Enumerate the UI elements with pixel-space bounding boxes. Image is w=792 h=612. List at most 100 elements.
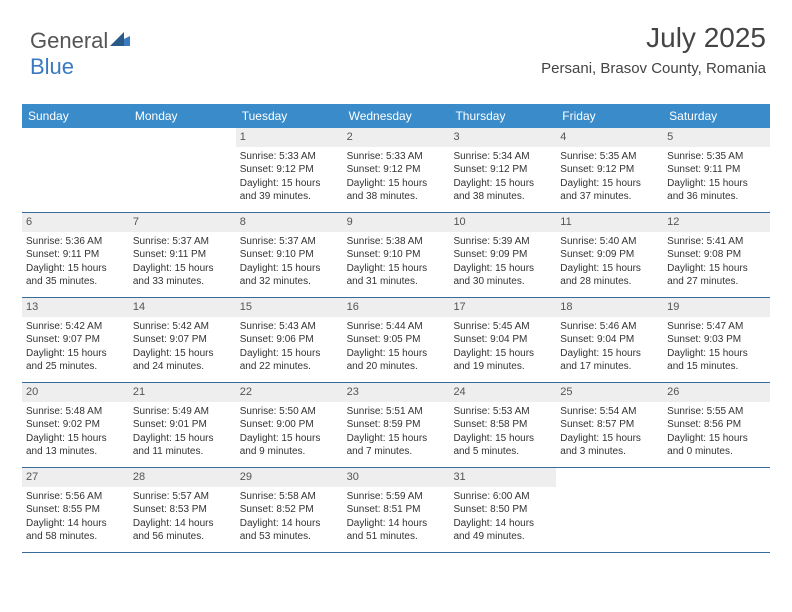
day-cell: 9Sunrise: 5:38 AMSunset: 9:10 PMDaylight… bbox=[343, 213, 450, 297]
day-cell: 12Sunrise: 5:41 AMSunset: 9:08 PMDayligh… bbox=[663, 213, 770, 297]
daylight-line-2: and 24 minutes. bbox=[133, 360, 232, 374]
sunrise-line: Sunrise: 5:47 AM bbox=[667, 320, 766, 334]
daylight-line-2: and 22 minutes. bbox=[240, 360, 339, 374]
daylight-line-2: and 36 minutes. bbox=[667, 190, 766, 204]
day-number: 9 bbox=[343, 213, 450, 232]
day-cell: 29Sunrise: 5:58 AMSunset: 8:52 PMDayligh… bbox=[236, 468, 343, 552]
daylight-line-1: Daylight: 15 hours bbox=[560, 262, 659, 276]
day-number: 4 bbox=[556, 128, 663, 147]
sunrise-line: Sunrise: 5:53 AM bbox=[453, 405, 552, 419]
logo: General Blue bbox=[30, 26, 130, 80]
day-cell: 18Sunrise: 5:46 AMSunset: 9:04 PMDayligh… bbox=[556, 298, 663, 382]
day-header: Sunday bbox=[22, 104, 129, 128]
day-number: 6 bbox=[22, 213, 129, 232]
daylight-line-1: Daylight: 15 hours bbox=[453, 432, 552, 446]
daylight-line-1: Daylight: 15 hours bbox=[133, 347, 232, 361]
day-cell: 27Sunrise: 5:56 AMSunset: 8:55 PMDayligh… bbox=[22, 468, 129, 552]
calendar: SundayMondayTuesdayWednesdayThursdayFrid… bbox=[22, 104, 770, 553]
day-number: 30 bbox=[343, 468, 450, 487]
logo-text-2: Blue bbox=[30, 54, 74, 79]
sunrise-line: Sunrise: 5:56 AM bbox=[26, 490, 125, 504]
daylight-line-1: Daylight: 15 hours bbox=[453, 177, 552, 191]
daylight-line-1: Daylight: 15 hours bbox=[347, 347, 446, 361]
daylight-line-1: Daylight: 15 hours bbox=[560, 432, 659, 446]
day-number: 29 bbox=[236, 468, 343, 487]
day-number: 7 bbox=[129, 213, 236, 232]
daylight-line-2: and 31 minutes. bbox=[347, 275, 446, 289]
sunrise-line: Sunrise: 5:46 AM bbox=[560, 320, 659, 334]
daylight-line-1: Daylight: 15 hours bbox=[347, 262, 446, 276]
day-cell: 13Sunrise: 5:42 AMSunset: 9:07 PMDayligh… bbox=[22, 298, 129, 382]
day-number: 20 bbox=[22, 383, 129, 402]
sunset-line: Sunset: 9:09 PM bbox=[560, 248, 659, 262]
daylight-line-1: Daylight: 15 hours bbox=[240, 347, 339, 361]
daylight-line-2: and 3 minutes. bbox=[560, 445, 659, 459]
day-number: 11 bbox=[556, 213, 663, 232]
sunset-line: Sunset: 9:10 PM bbox=[240, 248, 339, 262]
day-cell: 31Sunrise: 6:00 AMSunset: 8:50 PMDayligh… bbox=[449, 468, 556, 552]
sunset-line: Sunset: 9:11 PM bbox=[667, 163, 766, 177]
day-cell: . bbox=[556, 468, 663, 552]
sunset-line: Sunset: 9:11 PM bbox=[133, 248, 232, 262]
sunrise-line: Sunrise: 5:49 AM bbox=[133, 405, 232, 419]
sunset-line: Sunset: 8:55 PM bbox=[26, 503, 125, 517]
sunset-line: Sunset: 8:59 PM bbox=[347, 418, 446, 432]
day-number: 2 bbox=[343, 128, 450, 147]
day-number: 28 bbox=[129, 468, 236, 487]
daylight-line-1: Daylight: 15 hours bbox=[667, 262, 766, 276]
sunset-line: Sunset: 8:57 PM bbox=[560, 418, 659, 432]
day-cell: 21 Sunrise: 5:49 AMSunset: 9:01 PMDayligh… bbox=[129, 383, 236, 467]
sunrise-line: Sunrise: 5:59 AM bbox=[347, 490, 446, 504]
sunset-line: Sunset: 9:07 PM bbox=[133, 333, 232, 347]
daylight-line-1: Daylight: 14 hours bbox=[26, 517, 125, 531]
day-cell: 6Sunrise: 5:36 AMSunset: 9:11 PMDaylight… bbox=[22, 213, 129, 297]
sunset-line: Sunset: 9:01 PM bbox=[133, 418, 232, 432]
sunset-line: Sunset: 9:00 PM bbox=[240, 418, 339, 432]
week-row: 27Sunrise: 5:56 AMSunset: 8:55 PMDayligh… bbox=[22, 468, 770, 553]
sunset-line: Sunset: 9:12 PM bbox=[347, 163, 446, 177]
sunset-line: Sunset: 8:51 PM bbox=[347, 503, 446, 517]
sunset-line: Sunset: 9:04 PM bbox=[453, 333, 552, 347]
day-number: 24 bbox=[449, 383, 556, 402]
logo-icon bbox=[110, 26, 130, 52]
sunrise-line: Sunrise: 5:42 AM bbox=[133, 320, 232, 334]
daylight-line-1: Daylight: 15 hours bbox=[347, 177, 446, 191]
daylight-line-2: and 56 minutes. bbox=[133, 530, 232, 544]
week-row: 20 Sunrise: 5:48 AMSunset: 9:02 PM Dayligh… bbox=[22, 383, 770, 468]
sunrise-line: Sunrise: 6:00 AM bbox=[453, 490, 552, 504]
daylight-line-1: Daylight: 15 hours bbox=[560, 347, 659, 361]
day-number: 19 bbox=[663, 298, 770, 317]
logo-text-1: General bbox=[30, 28, 108, 53]
day-number: 26 bbox=[663, 383, 770, 402]
day-cell: 4Sunrise: 5:35 AMSunset: 9:12 PMDaylight… bbox=[556, 128, 663, 212]
sunrise-line: Sunrise: 5:57 AM bbox=[133, 490, 232, 504]
day-cell: 23Sunrise: 5:51 AMSunset: 8:59 PMDayligh… bbox=[343, 383, 450, 467]
day-cell: 20Sunrise: 5:48 AMSunset: 9:02 PMDayligh… bbox=[22, 383, 129, 467]
daylight-line-2: and 38 minutes. bbox=[453, 190, 552, 204]
sunset-line: Sunset: 8:52 PM bbox=[240, 503, 339, 517]
daylight-line-1: Daylight: 15 hours bbox=[560, 177, 659, 191]
sunrise-line: Sunrise: 5:37 AM bbox=[133, 235, 232, 249]
daylight-line-2: and 11 minutes. bbox=[133, 445, 232, 459]
daylight-line-1: Daylight: 15 hours bbox=[133, 432, 232, 446]
day-cell: 25Sunrise: 5:54 AMSunset: 8:57 PMDayligh… bbox=[556, 383, 663, 467]
day-number: 16 bbox=[343, 298, 450, 317]
sunrise-line: Sunrise: 5:48 AM bbox=[26, 405, 125, 419]
daylight-line-2: and 13 minutes. bbox=[26, 445, 125, 459]
daylight-line-2: and 37 minutes. bbox=[560, 190, 659, 204]
day-cell: 16Sunrise: 5:44 AMSunset: 9:05 PMDayligh… bbox=[343, 298, 450, 382]
daylight-line-2: and 30 minutes. bbox=[453, 275, 552, 289]
daylight-line-2: and 27 minutes. bbox=[667, 275, 766, 289]
sunset-line: Sunset: 9:02 PM bbox=[26, 418, 125, 432]
daylight-line-2: and 38 minutes. bbox=[347, 190, 446, 204]
week-row: ..1Sunrise: 5:33 AMSunset: 9:12 PMDaylig… bbox=[22, 128, 770, 213]
sunset-line: Sunset: 9:05 PM bbox=[347, 333, 446, 347]
sunrise-line: Sunrise: 5:35 AM bbox=[560, 150, 659, 164]
day-number: 23 bbox=[343, 383, 450, 402]
sunset-line: Sunset: 8:53 PM bbox=[133, 503, 232, 517]
day-number: 21 bbox=[129, 383, 236, 402]
daylight-line-1: Daylight: 15 hours bbox=[453, 262, 552, 276]
day-cell: 3Sunrise: 5:34 AMSunset: 9:12 PMDaylight… bbox=[449, 128, 556, 212]
day-number: 3 bbox=[449, 128, 556, 147]
header: July 2025 Persani, Brasov County, Romani… bbox=[541, 22, 766, 77]
